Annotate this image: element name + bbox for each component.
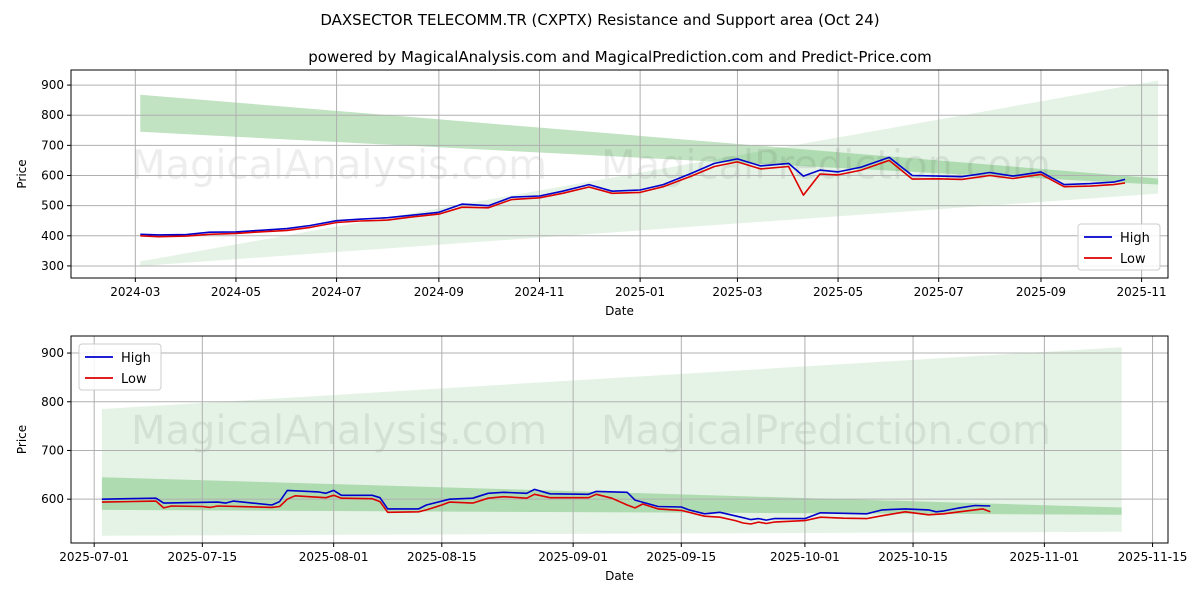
x-tick-label: 2024-07 — [312, 285, 362, 299]
x-tick-label: 2025-01 — [615, 285, 665, 299]
y-tick-label: 600 — [41, 169, 64, 183]
y-tick-label: 900 — [41, 78, 64, 92]
plot-area: MagicalAnalysis.com MagicalPrediction.com — [71, 336, 1168, 543]
x-tick-label: 2025-05 — [813, 285, 863, 299]
x-tick-label: 2025-10-15 — [878, 550, 948, 564]
y-tick-label: 800 — [41, 108, 64, 122]
x-tick-label: 2024-11 — [514, 285, 564, 299]
support-band — [101, 347, 1122, 536]
legend-label-high: High — [1120, 231, 1150, 246]
x-tick-label: 2025-11-15 — [1118, 550, 1188, 564]
legend-label-high: High — [121, 351, 151, 366]
top-panel: MagicalAnalysis.com MagicalPrediction.com… — [15, 69, 1169, 318]
x-tick-label: 2025-11 — [1117, 285, 1167, 299]
y-axis-label: Price — [15, 425, 29, 454]
y-tick-label: 300 — [41, 259, 64, 273]
y-tick-label: 500 — [41, 199, 64, 213]
chart-title: DAXSECTOR TELECOMM.TR (CXPTX) Resistance… — [320, 11, 879, 29]
x-tick-label: 2025-09 — [1016, 285, 1066, 299]
x-tick-label: 2025-03 — [712, 285, 762, 299]
x-tick-label: 2025-09-01 — [538, 550, 608, 564]
x-tick-label: 2025-08-01 — [299, 550, 369, 564]
x-tick-label: 2024-03 — [110, 285, 160, 299]
x-axis-label: Date — [605, 304, 634, 318]
resistance-band — [140, 94, 1159, 185]
y-tick-label: 400 — [41, 229, 64, 243]
y-tick-label: 900 — [41, 346, 64, 360]
series-line-low — [101, 493, 991, 525]
x-axis-label: Date — [605, 569, 634, 583]
legend: High Low — [1077, 223, 1161, 271]
y-tick-label: 700 — [41, 443, 64, 457]
x-tick-label: 2025-11-01 — [1010, 550, 1080, 564]
x-tick-label: 2025-10-01 — [770, 550, 840, 564]
plot-frame — [70, 69, 1169, 279]
y-tick-label: 800 — [41, 395, 64, 409]
x-tick-label: 2025-07-15 — [167, 550, 237, 564]
watermark-text: MagicalAnalysis.com — [131, 143, 547, 189]
x-tick-label: 2024-09 — [414, 285, 464, 299]
y-tick-label: 700 — [41, 138, 64, 152]
series-line-high — [140, 156, 1126, 236]
chart-subtitle: powered by MagicalAnalysis.com and Magic… — [308, 48, 932, 66]
bottom-panel: MagicalAnalysis.com MagicalPrediction.com… — [15, 335, 1188, 583]
legend: High Low — [78, 343, 162, 391]
legend-label-low: Low — [1120, 252, 1146, 267]
series-line-low — [140, 159, 1126, 238]
y-axis-label: Price — [15, 159, 29, 188]
x-tick-label: 2025-07 — [914, 285, 964, 299]
plot-area: MagicalAnalysis.com MagicalPrediction.com — [71, 70, 1168, 278]
x-tick-label: 2025-07-01 — [59, 550, 129, 564]
resistance-band — [101, 477, 1122, 515]
series-line-high — [101, 488, 991, 521]
watermark-text: MagicalPrediction.com — [601, 408, 1051, 454]
watermark-text: MagicalPrediction.com — [601, 143, 1051, 189]
plot-frame — [70, 335, 1169, 544]
x-tick-label: 2025-08-15 — [407, 550, 477, 564]
x-tick-label: 2024-05 — [211, 285, 261, 299]
legend-label-low: Low — [121, 372, 147, 387]
watermark-text: MagicalAnalysis.com — [131, 408, 547, 454]
y-tick-label: 600 — [41, 492, 64, 506]
x-tick-label: 2025-09-15 — [646, 550, 716, 564]
